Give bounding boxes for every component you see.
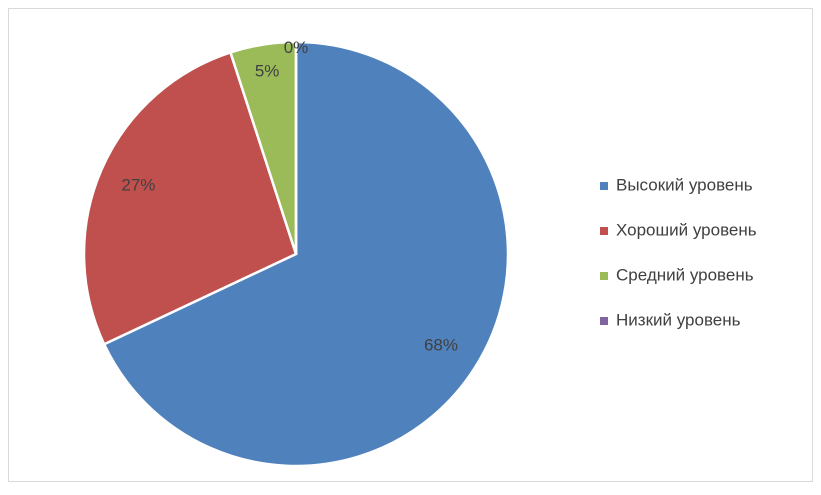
legend-label: Низкий уровень (616, 310, 741, 329)
legend-marker (600, 182, 608, 190)
data-label: 68% (424, 335, 458, 354)
data-label: 0% (284, 38, 309, 57)
pie-slice (102, 40, 510, 468)
legend-label: Высокий уровень (616, 175, 753, 194)
data-label: 27% (121, 175, 155, 194)
legend-label: Средний уровень (616, 265, 754, 284)
legend-label: Хороший уровень (616, 220, 757, 239)
legend-marker (600, 272, 608, 280)
pie-slice (82, 50, 298, 346)
data-label: 5% (255, 61, 280, 80)
legend-marker (600, 227, 608, 235)
legend-marker (600, 317, 608, 325)
